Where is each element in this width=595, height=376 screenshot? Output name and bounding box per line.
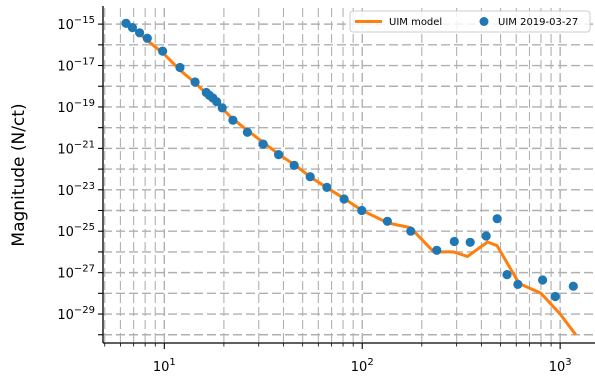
data-point <box>175 62 185 73</box>
series-points <box>121 18 578 302</box>
legend-label-measurement: UIM 2019-03-27 <box>498 17 578 28</box>
x-tick-label: 103 <box>549 357 572 375</box>
data-point <box>382 216 392 226</box>
data-point <box>135 28 145 38</box>
y-tick-label: 10−19 <box>57 98 95 116</box>
data-point <box>492 214 502 224</box>
y-axis-label: Magnitude (N/ct) <box>9 103 29 246</box>
data-point <box>465 237 475 247</box>
legend: UIM model UIM 2019-03-27 <box>349 10 591 33</box>
data-point <box>127 23 137 33</box>
data-point <box>228 115 238 125</box>
data-point <box>406 226 416 236</box>
y-tick-label: 10−27 <box>57 264 95 282</box>
data-point <box>322 182 332 192</box>
data-point <box>513 279 523 289</box>
data-point <box>242 127 252 137</box>
data-point <box>305 172 315 182</box>
data-point <box>190 77 200 87</box>
y-tick-label: 10−21 <box>57 139 95 157</box>
data-point <box>274 150 284 160</box>
legend-frame <box>349 10 591 33</box>
x-tick-label: 101 <box>153 357 176 375</box>
data-point <box>449 236 459 247</box>
y-tick-label: 10−29 <box>57 305 95 323</box>
data-point <box>258 139 268 149</box>
y-tick-label: 10−17 <box>57 57 95 75</box>
y-tick-label: 10−15 <box>57 15 95 33</box>
data-point <box>550 291 560 302</box>
data-point <box>357 205 367 216</box>
data-point <box>538 275 548 285</box>
legend-label-model: UIM model <box>389 17 442 28</box>
x-tick-label: 102 <box>351 357 374 375</box>
data-point <box>481 231 491 241</box>
y-tick-label: 10−23 <box>57 181 95 199</box>
data-point <box>289 160 299 170</box>
data-point <box>212 97 222 107</box>
data-point <box>142 33 152 43</box>
data-point <box>568 281 578 291</box>
grid <box>103 8 595 343</box>
data-point <box>432 245 442 255</box>
data-point <box>217 103 227 113</box>
y-tick-label: 10−25 <box>57 222 95 240</box>
legend-swatch-measurement <box>479 17 489 26</box>
series-lines <box>126 22 577 336</box>
axes <box>98 6 595 349</box>
data-point <box>339 194 349 204</box>
series-line-model <box>126 22 577 336</box>
tick-labels: 101 102 103 10−15 10−17 10−19 10−21 10−23 10−25 1… <box>57 15 571 375</box>
data-point <box>158 46 168 56</box>
data-point <box>502 270 512 280</box>
